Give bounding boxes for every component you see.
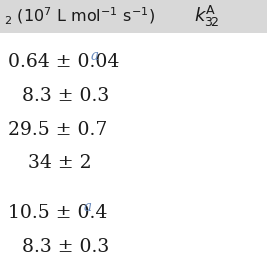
Text: $k^{\mathrm{A}}_{3\!2}$: $k^{\mathrm{A}}_{3\!2}$ — [194, 3, 219, 29]
Text: 8.3 ± 0.3: 8.3 ± 0.3 — [22, 238, 109, 256]
Text: 34 ± 2: 34 ± 2 — [28, 154, 92, 172]
Text: 0.64 ± 0.04: 0.64 ± 0.04 — [8, 53, 119, 71]
Text: a: a — [91, 49, 99, 63]
Bar — [0, 0, 267, 33]
Text: $_2\ (10^7\ \mathrm{L\ mol^{-1}\ s^{-1}})$: $_2\ (10^7\ \mathrm{L\ mol^{-1}\ s^{-1}}… — [4, 5, 155, 26]
Text: a: a — [83, 200, 91, 214]
Text: 8.3 ± 0.3: 8.3 ± 0.3 — [22, 87, 109, 105]
Text: 29.5 ± 0.7: 29.5 ± 0.7 — [8, 121, 107, 139]
Text: 10.5 ± 0.4: 10.5 ± 0.4 — [8, 204, 107, 222]
